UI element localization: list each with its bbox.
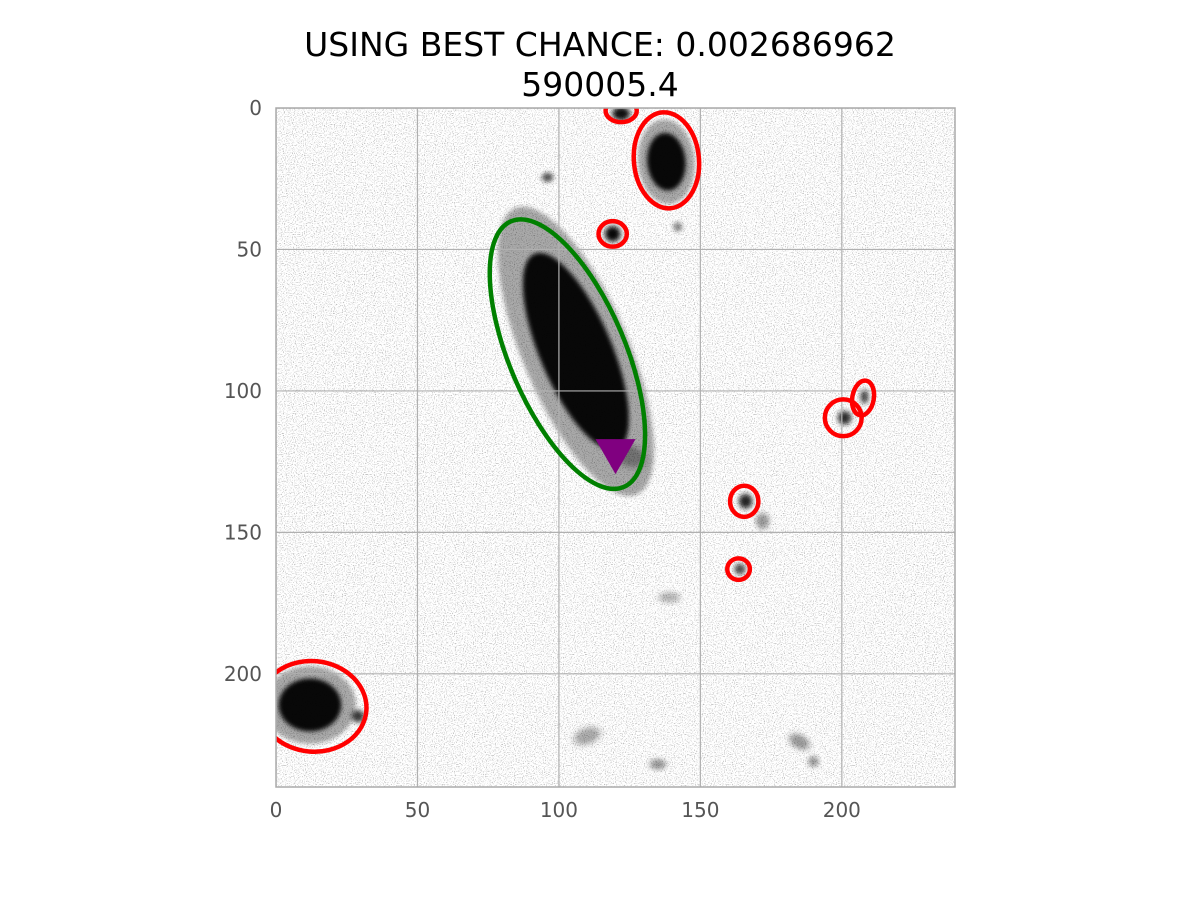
source-core-15 — [575, 728, 599, 745]
x-tick-label-50: 50 — [405, 798, 430, 822]
x-tick-label-200: 200 — [823, 798, 861, 822]
ellipse-layer — [276, 108, 877, 754]
x-tick-label-0: 0 — [270, 798, 283, 822]
tick-layer: 0 50 100 150 200 0 50 100 150 200 — [224, 96, 861, 822]
chart-title-line-2: 590005.4 — [521, 65, 679, 104]
source-core-17 — [659, 592, 679, 603]
source-core-16 — [650, 759, 666, 770]
source-core-14 — [790, 734, 809, 749]
other-galaxy-ellipse-0 — [603, 108, 639, 125]
source-core-11 — [673, 222, 682, 231]
source-core-13 — [756, 513, 769, 529]
host-galaxy-ellipse — [487, 217, 648, 492]
other-galaxy-ellipse-1 — [631, 110, 702, 211]
source-core-9 — [542, 173, 553, 182]
source-core-6 — [735, 564, 745, 574]
y-tick-label-50: 50 — [237, 237, 262, 261]
y-tick-label-150: 150 — [224, 520, 262, 544]
other-galaxy-ellipse-5 — [727, 483, 761, 520]
y-tick-label-0: 0 — [249, 96, 262, 120]
source-core-0 — [522, 252, 629, 450]
x-tick-label-100: 100 — [540, 798, 578, 822]
chart-title-line-1: USING BEST CHANCE: 0.002686962 — [304, 25, 896, 64]
other-galaxy-ellipse-6 — [725, 556, 753, 583]
grid-layer — [276, 108, 955, 787]
source-core-8 — [860, 390, 869, 403]
source-core-7 — [838, 412, 851, 424]
x-tick-label-150: 150 — [681, 798, 719, 822]
other-galaxy-ellipse-4 — [822, 397, 864, 439]
source-core-18 — [808, 756, 819, 767]
sources-layer — [276, 108, 870, 772]
source-core-2 — [278, 678, 342, 732]
marker-layer — [595, 439, 636, 475]
y-tick-label-100: 100 — [224, 379, 262, 403]
other-galaxy-ellipse-7 — [276, 658, 369, 754]
source-core-1 — [647, 132, 686, 191]
y-tick-label-200: 200 — [224, 662, 262, 686]
source-core-5 — [739, 495, 752, 508]
source-core-10 — [352, 710, 364, 722]
axes-frame — [275, 107, 956, 788]
transient-marker — [595, 439, 636, 475]
source-core-3 — [613, 108, 629, 120]
source-core-4 — [605, 227, 620, 241]
other-galaxy-ellipse-2 — [596, 218, 630, 249]
